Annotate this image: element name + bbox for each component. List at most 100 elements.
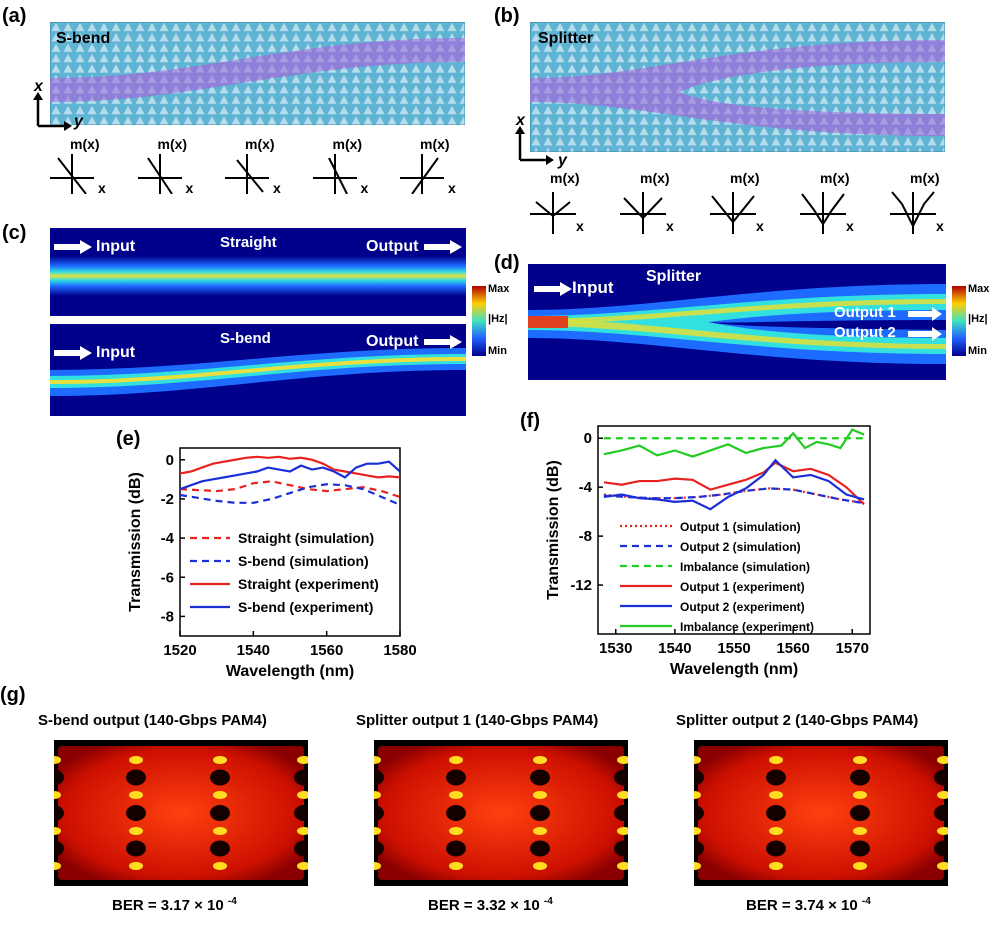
eye-crossing (614, 840, 628, 857)
legend-label: S-bend (experiment) (238, 599, 373, 615)
series-line (179, 480, 401, 499)
y-tick-label: -8 (161, 608, 174, 625)
x-tick-label: 1570 (836, 640, 869, 657)
eye-level-dot (54, 791, 61, 799)
x-axis-label: Wavelength (nm) (226, 663, 354, 680)
axis-x-label-a: x (34, 78, 43, 95)
arrow-right-icon (424, 335, 462, 349)
arrow-right-icon (54, 346, 92, 360)
eye-level-dot (853, 756, 867, 764)
output2-label: Output 2 (834, 324, 896, 341)
y-tick-label: 0 (166, 452, 174, 469)
eye-crossing (766, 840, 786, 857)
eye-crossing (530, 840, 550, 857)
x-tick-label: 1560 (310, 642, 343, 659)
eye-level-dot (54, 862, 61, 870)
mode-profile: m(x) x (312, 136, 383, 196)
mode-profile: m(x) x (800, 170, 870, 240)
panel-label-c: (c) (2, 222, 27, 244)
legend-label: Straight (simulation) (238, 530, 374, 546)
input-label-sbend: Input (96, 344, 136, 361)
eye-crossing (210, 840, 230, 857)
mode-profile: m(x) x (400, 136, 470, 196)
mode-profile: m(x) x (530, 170, 600, 240)
eye-crossing (530, 805, 550, 821)
eye-crossing (210, 805, 230, 821)
eye-level-dot (937, 756, 948, 764)
eye-level-dot (617, 756, 628, 764)
arrow-right-icon (908, 327, 942, 341)
input-label-straight: Input (96, 238, 136, 255)
y-axis-label: Transmission (dB) (127, 472, 144, 612)
eye-title-3: Splitter output 2 (140-Gbps PAM4) (676, 712, 919, 729)
eye-level-dot (213, 862, 227, 870)
mode-profiles-a: m(x) x m(x) x m(x) x m(x) x m(x) x (50, 136, 470, 196)
straight-title: Straight (220, 234, 277, 251)
eye-level-dot (129, 827, 143, 835)
eye-crossing (934, 769, 948, 786)
eye-crossing (934, 840, 948, 857)
x-tick-label: 1520 (163, 642, 196, 659)
field-map-sbend (50, 324, 466, 416)
y-axis-label: Transmission (dB) (545, 460, 562, 600)
ber-value-2: BER = 3.32 × 10 -4 (428, 896, 553, 914)
eye-crossing (210, 769, 230, 786)
field-map-splitter (528, 264, 946, 380)
chart-f: 1530 1540 1550 1560 1570 0 -4 -8 -12 Wavelength (… (545, 425, 871, 678)
x-tick-label: 1530 (599, 640, 632, 657)
colorbar-min-c: Min (488, 345, 507, 357)
eye-body (698, 746, 944, 880)
eye-title-1: S-bend output (140-Gbps PAM4) (38, 712, 267, 729)
eye-level-dot (374, 756, 381, 764)
mode-profile: m(x) x (710, 170, 780, 240)
sbend-title: S-bend (56, 30, 111, 47)
output1-label: Output 1 (834, 304, 896, 321)
arrow-right-icon (908, 307, 942, 321)
mode-profile: m(x) x (50, 136, 120, 196)
eye-level-dot (374, 827, 381, 835)
eye-crossing (374, 769, 384, 786)
legend-label: Imbalance (experiment) (680, 620, 814, 634)
mode-profiles-b: m(x) x m(x) x m(x) x m(x) x m(x) x (530, 170, 960, 240)
eye-level-dot (374, 862, 381, 870)
input-label-splitter: Input (572, 278, 614, 297)
eye-body (378, 746, 624, 880)
eye-level-dot (937, 827, 948, 835)
eye-level-dot (129, 791, 143, 799)
eye-level-dot (694, 756, 701, 764)
axes-indicator-a (33, 92, 72, 131)
arrow-right-icon (534, 282, 572, 296)
panel-label-g: (g) (0, 684, 26, 706)
x-tick-label: 1550 (717, 640, 750, 657)
eye-crossing (294, 805, 308, 821)
eye-crossing (694, 840, 704, 857)
eye-diagrams: S-bend output (140-Gbps PAM4) Splitter o… (0, 700, 1000, 926)
axis-x-label-b: x (516, 112, 525, 129)
axis-y-label-b: y (558, 152, 567, 169)
eye-crossing (766, 805, 786, 821)
eye-level-dot (374, 791, 381, 799)
eye-level-dot (129, 862, 143, 870)
eye-crossing (850, 840, 870, 857)
eye-level-dot (213, 756, 227, 764)
eye-level-dot (297, 756, 308, 764)
eye-level-dot (449, 756, 463, 764)
x-tick-label: 1540 (237, 642, 270, 659)
eye-body (58, 746, 304, 880)
series-line (179, 460, 401, 491)
panel-label-f: (f) (520, 410, 540, 432)
ber-value-1: BER = 3.17 × 10 -4 (112, 896, 237, 914)
eye-level-dot (533, 827, 547, 835)
series-line (603, 458, 865, 511)
eye-crossing (374, 805, 384, 821)
splitter-lattice (529, 21, 946, 153)
eye-level-dot (617, 862, 628, 870)
eye-level-dot (769, 862, 783, 870)
legend-label: Output 1 (simulation) (680, 520, 801, 534)
mode-profile: m(x) x (620, 170, 690, 240)
eye-crossing (126, 840, 146, 857)
eye-level-dot (937, 791, 948, 799)
series-line (603, 487, 865, 505)
splitter-title: Splitter (538, 30, 594, 47)
eye-level-dot (853, 827, 867, 835)
